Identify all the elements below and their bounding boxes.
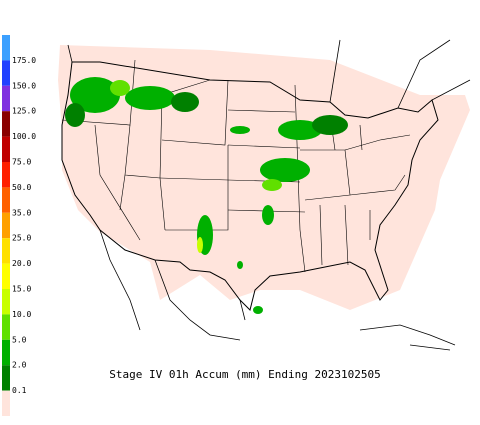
legend-label: 50.0 xyxy=(12,183,31,192)
coastlines xyxy=(67,39,471,351)
legend-swatch xyxy=(2,212,10,239)
legend-swatch xyxy=(2,60,10,86)
legend: 175.0 150.0 125.0 100.0 75.0 50.0 35.0 25.0 20.0… xyxy=(2,35,36,416)
legend-swatch xyxy=(2,365,10,391)
legend-label: 125.0 xyxy=(12,107,36,116)
legend-label: 2.0 xyxy=(12,361,27,370)
legend-swatch xyxy=(2,339,10,366)
legend-swatch xyxy=(2,314,10,340)
legend-swatch xyxy=(2,238,10,264)
precipitation xyxy=(65,77,348,314)
legend-label: 100.0 xyxy=(12,132,36,141)
legend-swatch xyxy=(2,35,10,61)
legend-swatch xyxy=(2,187,10,213)
legend-label: 150.0 xyxy=(12,81,36,90)
legend-label: 175.0 xyxy=(12,56,36,65)
legend-label: 5.0 xyxy=(12,335,27,344)
legend-swatch xyxy=(2,85,10,112)
country-outline xyxy=(61,61,439,311)
legend-swatch xyxy=(2,136,10,162)
legend-swatch xyxy=(2,263,10,289)
legend-label: 10.0 xyxy=(12,310,31,319)
legend-label: 15.0 xyxy=(12,285,31,294)
legend-label: 35.0 xyxy=(12,208,31,217)
legend-swatch xyxy=(2,289,10,315)
legend-label: 25.0 xyxy=(12,234,31,243)
coverage-area xyxy=(58,45,470,310)
legend-swatch xyxy=(2,111,10,137)
caption: Stage IV 01h Accum (mm) Ending 202310250… xyxy=(109,368,381,381)
legend-label: 0.1 xyxy=(12,386,27,395)
legend-label: 20.0 xyxy=(12,259,31,268)
legend-label: 75.0 xyxy=(12,158,31,167)
state-lines xyxy=(61,59,411,273)
legend-swatch xyxy=(2,162,10,188)
legend-swatch xyxy=(2,390,10,416)
